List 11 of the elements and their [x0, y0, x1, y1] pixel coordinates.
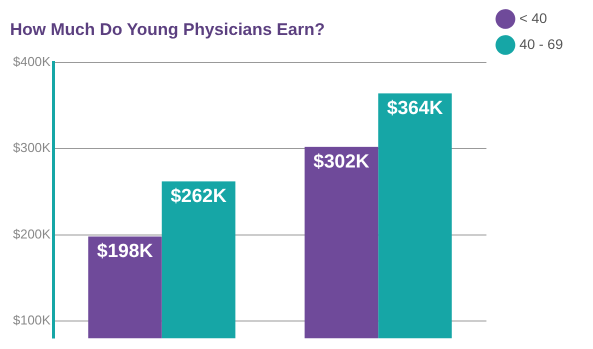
data-label: $364K — [387, 98, 444, 120]
y-tick-label: $400K — [12, 54, 51, 69]
legend-label: < 40 — [519, 10, 548, 26]
legend-label: 40 - 69 — [519, 36, 564, 52]
data-label: $198K — [97, 241, 154, 262]
data-label: $302K — [313, 152, 370, 173]
y-tick-label: $300K — [12, 140, 51, 156]
y-tick-label: $200K — [12, 226, 51, 242]
y-tick-label: $100K — [12, 312, 51, 328]
chart-title: How Much Do Young Physicians Earn? — [10, 20, 325, 39]
data-label: $262K — [170, 186, 227, 208]
